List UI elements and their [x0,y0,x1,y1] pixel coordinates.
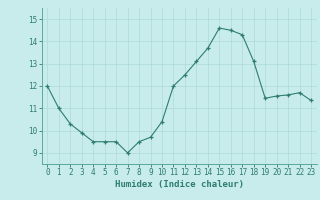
X-axis label: Humidex (Indice chaleur): Humidex (Indice chaleur) [115,180,244,189]
